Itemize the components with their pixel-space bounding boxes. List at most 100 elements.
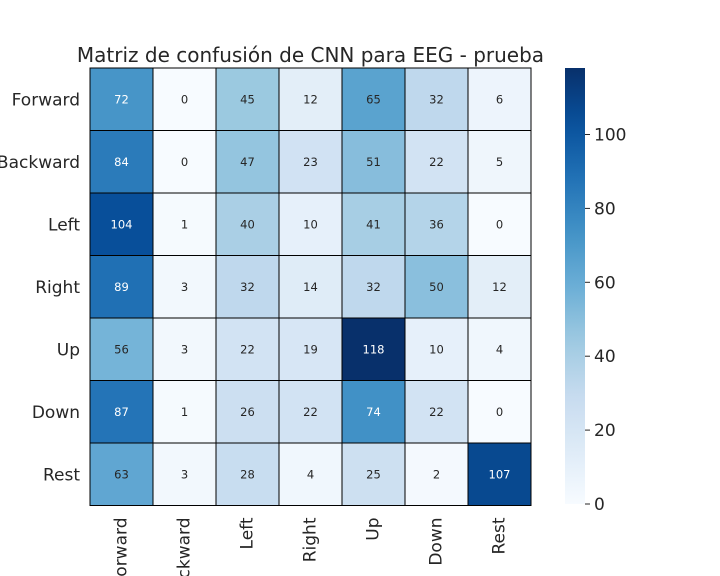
cell-value-label: 36	[429, 217, 444, 231]
cell-value-label: 118	[363, 342, 385, 356]
cell-value-label: 50	[429, 280, 444, 294]
cell-value-label: 74	[366, 405, 381, 419]
cell-value-label: 22	[429, 405, 444, 419]
chart-title: Matriz de confusión de CNN para EEG - pr…	[77, 43, 544, 67]
cell-value-label: 4	[496, 342, 503, 356]
cell-value-label: 0	[496, 217, 503, 231]
column-tick-label: Backward	[175, 518, 195, 576]
row-tick-label: Down	[32, 403, 80, 423]
colorbar-tick-label: 0	[594, 495, 605, 515]
column-tick-label: Left	[238, 517, 258, 549]
heatmap-cell	[341, 380, 406, 444]
row-tick-label: Right	[35, 278, 80, 298]
cell-value-label: 89	[114, 280, 129, 294]
cell-value-label: 63	[114, 467, 129, 481]
cell-value-label: 22	[303, 405, 318, 419]
heatmap-cell	[467, 380, 532, 444]
heatmap-cell	[467, 255, 532, 319]
heatmap-cell	[278, 380, 343, 444]
colorbar-tick-label: 100	[594, 126, 626, 146]
cell-value-label: 22	[429, 155, 444, 169]
row-tick-label: Forward	[12, 90, 80, 110]
colorbar: 0 20 40 60 80 100	[565, 68, 626, 515]
cell-value-label: 41	[366, 217, 381, 231]
cell-value-label: 12	[492, 280, 507, 294]
cell-value-label: 32	[240, 280, 255, 294]
cell-value-label: 1	[181, 217, 188, 231]
heatmap-cell	[215, 317, 280, 381]
row-labels: Forward Backward Left Right Up Down Rest	[0, 90, 80, 485]
column-tick-label: Up	[364, 518, 384, 541]
column-tick-label: Rest	[490, 517, 510, 554]
heatmap-cell	[152, 380, 217, 444]
cell-value-label: 2	[433, 467, 440, 481]
column-labels: Forward Backward Left Right Up Down Rest	[112, 517, 510, 576]
heatmap-cell	[89, 67, 154, 131]
colorbar-tick-label: 20	[594, 421, 616, 441]
colorbar-tick-label: 80	[594, 199, 616, 219]
cell-value-label: 26	[240, 405, 255, 419]
heatmap-cell	[467, 442, 532, 506]
cell-value-label: 22	[240, 342, 255, 356]
cell-value-label: 84	[114, 155, 129, 169]
cell-value-label: 3	[181, 342, 188, 356]
heatmap-cell	[278, 255, 343, 319]
column-tick-label: Down	[427, 518, 447, 566]
heatmap-cell	[278, 192, 343, 256]
cell-value-label: 87	[114, 405, 129, 419]
cell-value-label: 1	[181, 405, 188, 419]
heatmap-cell	[467, 192, 532, 256]
row-tick-label: Rest	[43, 465, 80, 485]
cell-value-label: 6	[496, 92, 503, 106]
cell-value-label: 10	[303, 217, 318, 231]
cell-value-label: 72	[114, 92, 129, 106]
heatmap-cell	[152, 192, 217, 256]
heatmap-cell	[152, 67, 217, 131]
heatmap-cell	[341, 442, 406, 506]
heatmap-cell	[89, 442, 154, 506]
cell-value-label: 104	[111, 217, 133, 231]
cell-value-label: 3	[181, 280, 188, 294]
row-tick-label: Backward	[0, 153, 80, 173]
heatmap-cell	[215, 130, 280, 194]
heatmap-cell	[278, 67, 343, 131]
cell-value-label: 56	[114, 342, 129, 356]
heatmap-cell	[278, 442, 343, 506]
cell-value-label: 45	[240, 92, 255, 106]
column-tick-label: Forward	[112, 518, 132, 576]
heatmap-cell	[341, 130, 406, 194]
heatmap-cell	[215, 442, 280, 506]
cell-value-label: 10	[429, 342, 444, 356]
cell-value-label: 0	[181, 155, 188, 169]
heatmap-cell	[467, 130, 532, 194]
heatmap-cell	[152, 255, 217, 319]
row-tick-label: Up	[57, 340, 80, 360]
heatmap-cell	[404, 255, 469, 319]
cell-value-label: 28	[240, 467, 255, 481]
cell-value-label: 19	[303, 342, 318, 356]
cell-value-label: 0	[496, 405, 503, 419]
colorbar-tick-label: 40	[594, 347, 616, 367]
cell-value-label: 32	[429, 92, 444, 106]
cell-value-label: 12	[303, 92, 318, 106]
cell-value-label: 5	[496, 155, 503, 169]
cell-value-label: 14	[303, 280, 318, 294]
colorbar-gradient	[565, 68, 585, 504]
heatmap-cell	[215, 67, 280, 131]
cell-value-label: 23	[303, 155, 318, 169]
column-tick-label: Right	[301, 517, 321, 562]
heatmap-cell	[89, 130, 154, 194]
cell-value-label: 65	[366, 92, 381, 106]
cell-value-label: 3	[181, 467, 188, 481]
cell-value-label: 0	[181, 92, 188, 106]
colorbar-tick-label: 60	[594, 273, 616, 293]
row-tick-label: Left	[48, 215, 80, 235]
cell-value-label: 51	[366, 155, 381, 169]
cell-value-label: 107	[489, 467, 511, 481]
cell-value-label: 47	[240, 155, 255, 169]
cell-value-label: 40	[240, 217, 255, 231]
heatmap-cell	[404, 192, 469, 256]
heatmap-cell	[89, 255, 154, 319]
